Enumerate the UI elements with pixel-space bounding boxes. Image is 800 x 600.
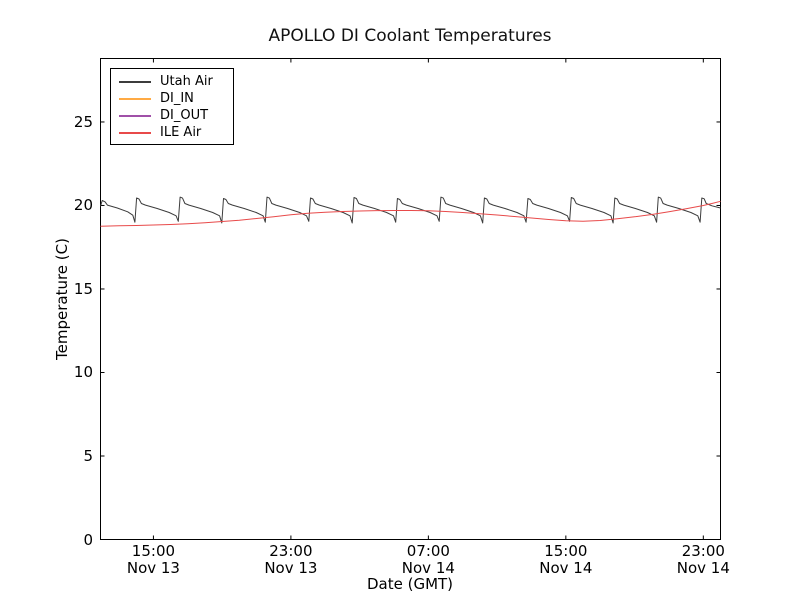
series-line-utah-air [100,196,721,224]
legend-line-sample [119,80,151,83]
legend-item-utah-air: Utah Air [119,73,233,90]
y-tick-label: 5 [83,446,93,465]
chart-title: APOLLO DI Coolant Temperatures [268,26,552,46]
y-tick-label: 25 [73,112,93,131]
x-tick-label: 15:00 Nov 13 [126,542,180,577]
y-axis-label: Temperature (C) [53,238,71,360]
plot-border [100,58,721,540]
legend-label: DI_OUT [160,108,209,123]
series-line-ile-air [100,200,721,227]
axis-ticks [100,58,721,540]
legend-line-sample [119,114,151,117]
y-tick-label: 0 [83,530,93,549]
legend-line-sample [119,97,151,100]
y-tick-label: 20 [73,196,93,215]
y-tick-label: 10 [73,363,93,382]
legend-line-sample [119,131,151,134]
x-tick-label: 23:00 Nov 13 [264,542,318,577]
legend-item-di-out: DI_OUT [119,107,233,124]
legend-label: ILE Air [160,125,202,140]
x-tick-label: 23:00 Nov 14 [676,542,730,577]
y-tick-label: 15 [73,279,93,298]
legend-label: Utah Air [160,74,213,89]
legend: Utah Air DI_IN DI_OUT ILE Air [110,68,234,145]
legend-label: DI_IN [160,91,194,106]
x-tick-label: 15:00 Nov 14 [539,542,593,577]
x-tick-label: 07:00 Nov 14 [401,542,455,577]
data-series [100,196,721,227]
legend-item-di-in: DI_IN [119,90,233,107]
legend-item-ile-air: ILE Air [119,124,233,141]
x-axis-label: Date (GMT) [366,575,454,593]
